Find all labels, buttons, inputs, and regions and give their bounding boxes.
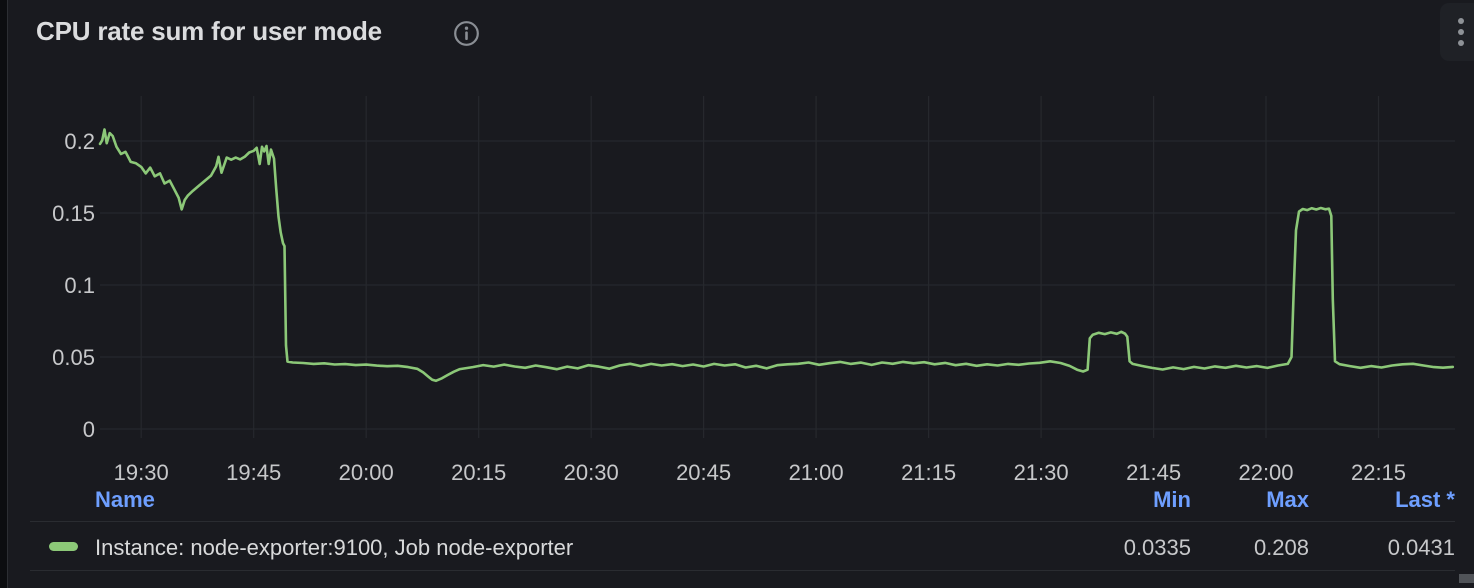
svg-text:0.1: 0.1 <box>64 273 95 298</box>
svg-text:21:15: 21:15 <box>901 460 956 485</box>
series-label[interactable]: Instance: node-exporter:9100, Job node-e… <box>95 535 574 560</box>
svg-text:20:30: 20:30 <box>564 460 619 485</box>
series-last-value: 0.0431 <box>1387 535 1455 560</box>
grid-lines <box>100 96 1455 438</box>
info-icon[interactable] <box>453 20 480 47</box>
series-max-value: 0.208 <box>1253 535 1309 560</box>
svg-text:20:15: 20:15 <box>451 460 506 485</box>
kebab-dot <box>1458 29 1464 35</box>
legend-column-name[interactable]: Name <box>95 487 155 512</box>
svg-text:19:30: 19:30 <box>114 460 169 485</box>
time-series-chart[interactable]: 0 0.05 0.1 0.15 0.2 19:30 19:45 20:00 20:15 20:30… <box>8 0 1474 588</box>
svg-text:0.05: 0.05 <box>52 345 95 370</box>
svg-text:0.15: 0.15 <box>52 201 95 226</box>
divider <box>30 570 1455 571</box>
scrollbar-corner[interactable] <box>1459 574 1474 583</box>
svg-text:0: 0 <box>83 417 95 442</box>
svg-text:21:30: 21:30 <box>1014 460 1069 485</box>
series-swatch[interactable] <box>49 542 78 551</box>
svg-text:0.2: 0.2 <box>64 129 95 154</box>
legend-column-min[interactable]: Min <box>1153 487 1191 512</box>
svg-text:22:00: 22:00 <box>1238 460 1293 485</box>
svg-text:20:45: 20:45 <box>676 460 731 485</box>
panel-menu-button[interactable] <box>1440 3 1474 61</box>
panel-title: CPU rate sum for user mode <box>36 16 382 46</box>
series-line <box>98 128 1455 383</box>
svg-text:19:45: 19:45 <box>226 460 281 485</box>
divider <box>30 521 1455 522</box>
svg-text:21:45: 21:45 <box>1126 460 1181 485</box>
legend-column-last[interactable]: Last * <box>1395 487 1455 512</box>
y-axis-labels: 0 0.05 0.1 0.15 0.2 <box>52 129 95 442</box>
svg-text:21:00: 21:00 <box>789 460 844 485</box>
legend-column-max[interactable]: Max <box>1266 487 1309 512</box>
kebab-dot <box>1458 18 1464 24</box>
svg-text:20:00: 20:00 <box>339 460 394 485</box>
series-min-value: 0.0335 <box>1123 535 1191 560</box>
x-axis-labels: 19:30 19:45 20:00 20:15 20:30 20:45 21:00 21:15… <box>114 460 1406 485</box>
kebab-dot <box>1458 40 1464 46</box>
panel: CPU rate sum for user mode 0 0.05 0.1 0.15 0… <box>7 0 1474 588</box>
svg-text:22:15: 22:15 <box>1351 460 1406 485</box>
